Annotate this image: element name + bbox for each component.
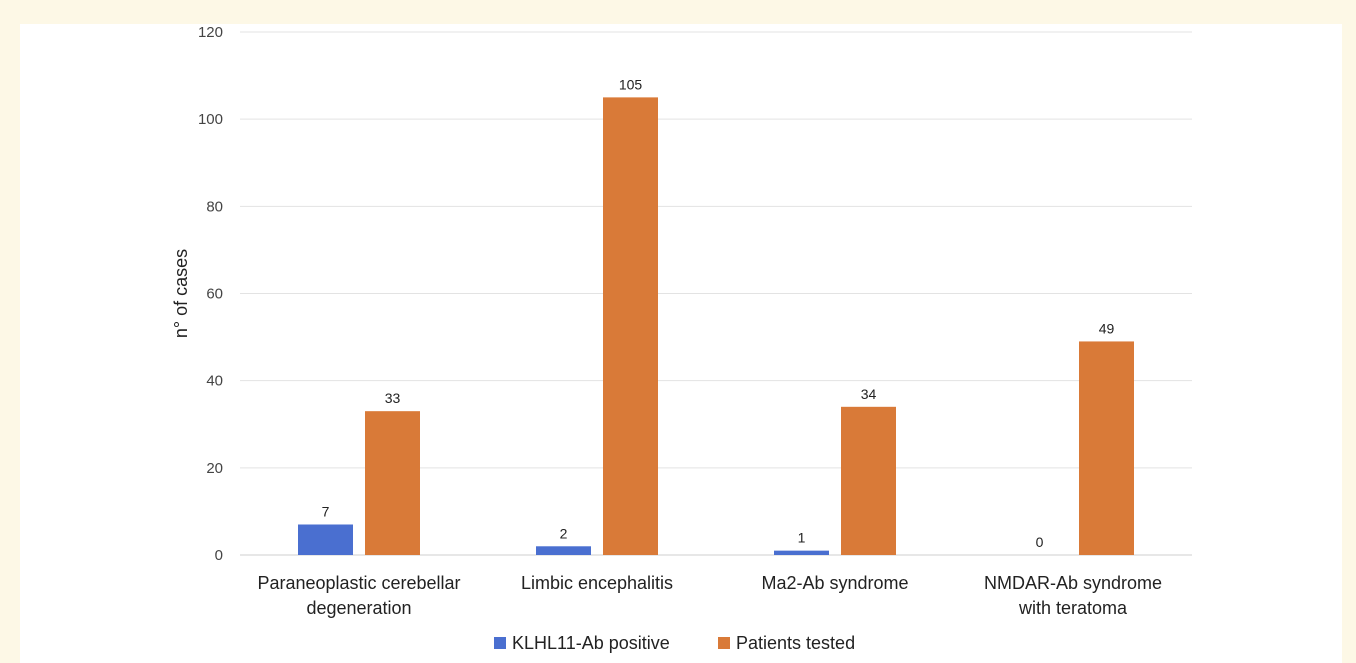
x-axis-categories: Paraneoplastic cerebellar degeneration Lim… <box>257 573 1162 618</box>
bars <box>298 97 1134 555</box>
legend-label: Patients tested <box>736 633 855 653</box>
data-label: 105 <box>619 76 643 92</box>
data-label: 0 <box>1036 534 1044 550</box>
y-tick-label: 120 <box>198 24 223 41</box>
bar <box>841 406 896 555</box>
data-labels: 7 2 1 0 33 105 34 49 <box>322 76 1115 550</box>
legend-label: KLHL11-Ab positive <box>512 633 670 653</box>
y-tick-label: 60 <box>206 286 223 303</box>
legend-swatch <box>494 637 506 649</box>
bar <box>774 550 829 555</box>
y-tick-label: 20 <box>206 460 223 477</box>
category-label: Paraneoplastic cerebellar degeneration <box>257 573 460 618</box>
bar <box>1079 341 1134 555</box>
category-label: NMDAR-Ab syndrome with teratoma <box>984 573 1162 618</box>
data-label: 49 <box>1099 320 1115 336</box>
data-label: 33 <box>385 390 401 406</box>
bar <box>365 411 420 555</box>
data-label: 2 <box>560 525 568 541</box>
bar <box>536 546 591 555</box>
bar <box>603 97 658 555</box>
y-tick-label: 100 <box>198 111 223 128</box>
y-tick-label: 0 <box>215 547 223 564</box>
category-label: Limbic encephalitis <box>521 573 673 593</box>
y-axis-ticks: 0 20 40 60 80 100 120 <box>198 24 223 564</box>
y-tick-label: 40 <box>206 373 223 390</box>
category-label: Ma2-Ab syndrome <box>761 573 908 593</box>
data-label: 34 <box>861 386 877 402</box>
legend: KLHL11-Ab positive Patients tested <box>494 633 855 653</box>
bar <box>298 524 353 555</box>
legend-swatch <box>718 637 730 649</box>
data-label: 7 <box>322 503 330 519</box>
data-label: 1 <box>798 530 806 546</box>
y-axis-label: n° of cases <box>171 249 191 338</box>
y-tick-label: 80 <box>206 198 223 215</box>
